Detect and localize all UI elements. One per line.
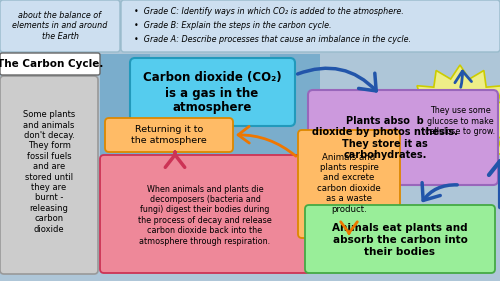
Bar bbox=[170, 80, 230, 86]
Text: •  Grade A: Describe processes that cause an imbalance in the cycle.: • Grade A: Describe processes that cause… bbox=[134, 35, 411, 44]
Bar bbox=[200, 65, 250, 72]
FancyBboxPatch shape bbox=[121, 0, 500, 52]
Bar bbox=[150, 54, 270, 114]
Text: •  Grade C: Identify ways in which CO₂ is added to the atmosphere.: • Grade C: Identify ways in which CO₂ is… bbox=[134, 8, 404, 17]
Text: They use some
glucose to make
cellulose to grow.: They use some glucose to make cellulose … bbox=[425, 106, 495, 136]
Text: The Carbon Cycle.: The Carbon Cycle. bbox=[0, 59, 103, 69]
Text: Returning it to
the atmosphere: Returning it to the atmosphere bbox=[131, 125, 207, 145]
FancyBboxPatch shape bbox=[308, 90, 498, 185]
Text: •  Grade B: Explain the steps in the carbon cycle.: • Grade B: Explain the steps in the carb… bbox=[134, 22, 332, 31]
FancyBboxPatch shape bbox=[298, 130, 400, 238]
Bar bbox=[140, 90, 170, 95]
FancyBboxPatch shape bbox=[0, 53, 100, 75]
FancyBboxPatch shape bbox=[305, 205, 495, 273]
FancyBboxPatch shape bbox=[0, 76, 98, 274]
Polygon shape bbox=[406, 65, 500, 175]
Bar bbox=[100, 54, 320, 164]
Text: Animals eat plants and
absorb the carbon into
their bodies: Animals eat plants and absorb the carbon… bbox=[332, 223, 468, 257]
Bar bbox=[185, 175, 320, 210]
FancyBboxPatch shape bbox=[105, 118, 233, 152]
Bar bbox=[130, 70, 170, 78]
FancyBboxPatch shape bbox=[100, 155, 310, 273]
Text: about the balance of
elements in and around
the Earth: about the balance of elements in and aro… bbox=[12, 11, 108, 41]
Text: Animals and
plants respire
and excrete
carbon dioxide
as a waste
product.: Animals and plants respire and excrete c… bbox=[317, 153, 381, 214]
Text: Some plants
and animals
don't decay.
They form
fossil fuels
and are
stored until: Some plants and animals don't decay. The… bbox=[23, 110, 75, 234]
Text: Carbon dioxide (CO₂)
is a gas in the
atmosphere: Carbon dioxide (CO₂) is a gas in the atm… bbox=[142, 71, 282, 114]
FancyBboxPatch shape bbox=[0, 0, 120, 52]
Text: When animals and plants die
decomposers (bacteria and
fungi) digest their bodies: When animals and plants die decomposers … bbox=[138, 185, 272, 246]
FancyBboxPatch shape bbox=[130, 58, 295, 126]
Text: Plants abso  b
dioxide by photos nthesis.
They store it as
carbohydrates.: Plants abso b dioxide by photos nthesis.… bbox=[312, 115, 458, 160]
Bar bbox=[100, 164, 230, 210]
